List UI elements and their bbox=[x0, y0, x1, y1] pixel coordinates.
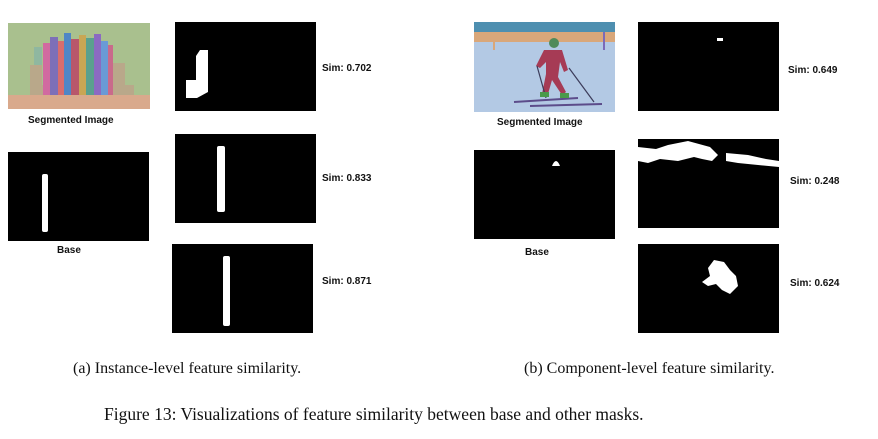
base-mask-b bbox=[474, 150, 615, 239]
mask-b1 bbox=[638, 22, 779, 111]
base-label-b: Base bbox=[525, 247, 549, 258]
base-label-a: Base bbox=[57, 245, 81, 256]
segmented-image-label-a: Segmented Image bbox=[28, 115, 114, 126]
sim-score-a3: Sim: 0.871 bbox=[322, 276, 372, 287]
mask-a1 bbox=[175, 22, 316, 111]
mask-b2 bbox=[638, 139, 779, 228]
subcaption-a: (a) Instance-level feature similarity. bbox=[73, 360, 302, 377]
subcaption-b: (b) Component-level feature similarity. bbox=[524, 360, 775, 377]
segmented-image-skier bbox=[474, 22, 615, 112]
sim-score-a2: Sim: 0.833 bbox=[322, 173, 372, 184]
mask-a2 bbox=[175, 134, 316, 223]
segmented-image-label-b: Segmented Image bbox=[497, 117, 583, 128]
mask-b3 bbox=[638, 244, 779, 333]
mask-a3 bbox=[172, 244, 313, 333]
figure-caption: Figure 13: Visualizations of feature sim… bbox=[104, 404, 644, 424]
sim-score-b1: Sim: 0.649 bbox=[788, 65, 838, 76]
sim-score-a1: Sim: 0.702 bbox=[322, 63, 372, 74]
base-mask-a bbox=[8, 152, 149, 241]
sim-score-b3: Sim: 0.624 bbox=[790, 278, 840, 289]
segmented-image-books bbox=[8, 23, 150, 109]
sim-score-b2: Sim: 0.248 bbox=[790, 176, 840, 187]
